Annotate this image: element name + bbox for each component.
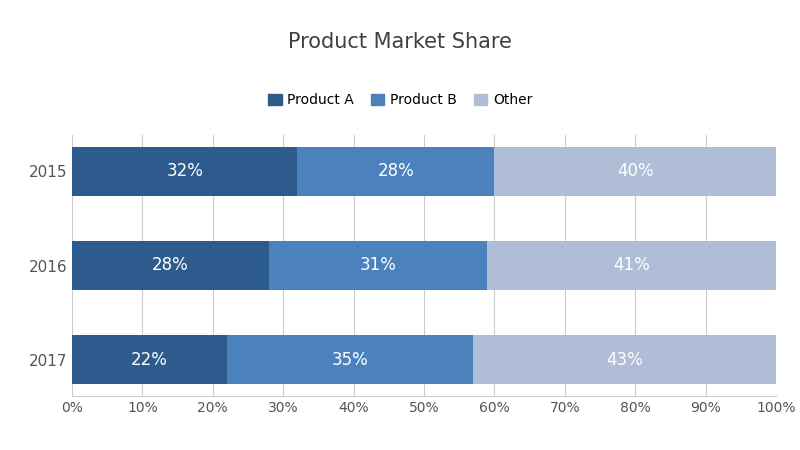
Text: 40%: 40% [617,162,654,180]
Bar [298,147,494,196]
Text: 22%: 22% [131,351,168,369]
Text: 43%: 43% [606,351,643,369]
Text: 32%: 32% [166,162,203,180]
Bar [227,335,474,384]
Bar [72,147,298,196]
Bar [487,241,776,290]
Text: 41%: 41% [614,256,650,274]
Bar [72,335,227,384]
Legend: Product A, Product B, Other: Product A, Product B, Other [262,88,538,113]
Text: Product Market Share: Product Market Share [288,32,512,51]
Bar [494,147,776,196]
Text: 35%: 35% [332,351,369,369]
Bar [474,335,776,384]
Text: 28%: 28% [152,256,189,274]
Text: 28%: 28% [378,162,414,180]
Bar [269,241,487,290]
Text: 31%: 31% [360,256,397,274]
Bar [72,241,269,290]
